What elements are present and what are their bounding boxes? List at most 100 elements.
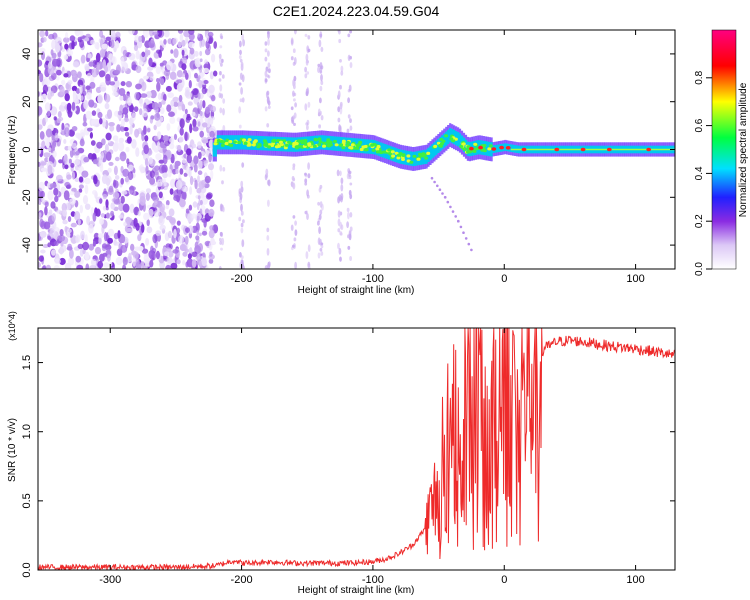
noise-dot	[106, 212, 110, 219]
stripe-dot	[218, 78, 222, 82]
trace-core	[212, 142, 215, 157]
stripe-dot	[290, 56, 294, 61]
trace-core	[332, 136, 336, 151]
trace-speckle	[396, 156, 401, 160]
noise-dot	[155, 66, 161, 75]
stripe-dot	[307, 162, 310, 170]
noise-dot	[119, 95, 124, 101]
trace-speckle	[274, 145, 279, 149]
stripe-dot	[337, 117, 341, 123]
noise-dot	[144, 50, 149, 58]
noise-dot	[183, 172, 188, 177]
tail-dot	[459, 225, 463, 229]
stripe-dot	[320, 46, 324, 53]
trace-speckle	[334, 143, 339, 147]
noise-dot	[210, 105, 217, 113]
noise-dot	[82, 195, 89, 205]
trace-core	[405, 150, 408, 165]
noise-dot	[61, 79, 66, 86]
noise-dot	[167, 168, 172, 178]
stripe-dot	[238, 124, 242, 129]
noise-dot	[170, 99, 175, 107]
noise-dot	[94, 246, 102, 255]
stripe-dot	[306, 194, 310, 199]
noise-dot	[191, 111, 196, 117]
noise-dot	[38, 42, 43, 48]
stripe-dot	[241, 239, 245, 248]
noise-dot	[74, 158, 81, 166]
noise-dot	[99, 218, 104, 225]
stripe-dot	[268, 68, 271, 74]
stripe-dot	[337, 90, 341, 99]
noise-dot	[142, 30, 150, 38]
x-tick-label: -200	[231, 273, 253, 285]
noise-dot	[90, 258, 97, 266]
noise-dot	[104, 144, 109, 153]
stripe-dot	[238, 82, 242, 86]
snr-panel: -300 -200 -100 0 100 0.0 0.5 1.0 1.5 Height of …	[7, 311, 676, 596]
stripe-dot	[320, 74, 323, 82]
noise-dot	[54, 36, 62, 45]
x-tick-label: 100	[626, 273, 644, 285]
trace-core	[283, 137, 286, 152]
noise-dot	[71, 142, 77, 149]
noise-dot	[129, 125, 133, 135]
noise-dot	[133, 44, 139, 52]
noise-dot	[68, 129, 75, 137]
noise-dot	[135, 222, 140, 231]
noise-dot	[114, 76, 118, 82]
stripe-dot	[337, 210, 341, 218]
stripe-dot	[306, 124, 309, 131]
noise-dot	[158, 191, 163, 199]
trace-speckle	[326, 138, 331, 142]
noise-dot	[59, 104, 63, 110]
trace-speckle	[296, 139, 301, 143]
noise-dot	[45, 264, 51, 269]
y-tick-label: 0.0	[21, 562, 33, 577]
stripe-dot	[320, 244, 324, 249]
stripe-dot	[238, 106, 242, 114]
noise-dot	[55, 43, 61, 53]
noise-dot	[53, 187, 59, 196]
noise-dot	[79, 138, 85, 147]
stripe-dot	[338, 124, 341, 133]
noise-dot	[142, 108, 148, 118]
stripe-dot	[339, 170, 342, 177]
noise-dot	[47, 110, 51, 117]
stripe-dot	[307, 101, 311, 108]
noise-dot	[59, 257, 66, 266]
noise-dot	[193, 155, 199, 165]
noise-dot	[66, 232, 71, 238]
noise-dot	[181, 39, 186, 47]
trace-speckle	[328, 143, 333, 147]
noise-dot	[51, 213, 56, 222]
stripe-dot	[319, 65, 323, 74]
trace-speckle	[363, 148, 368, 152]
noise-dot	[204, 175, 211, 184]
stripe-dot	[221, 180, 224, 185]
noise-dot	[194, 72, 198, 79]
colorbar-label: Normalized spectral amplitude	[738, 82, 749, 217]
noise-dot	[141, 131, 145, 142]
noise-dot	[108, 122, 115, 127]
stripe-dot	[267, 38, 270, 46]
stripe-dot	[293, 57, 297, 65]
colorbar-gradient	[711, 29, 737, 270]
stripe-dot	[197, 195, 201, 200]
stripe-dot	[336, 169, 340, 177]
noise-dot	[56, 174, 63, 182]
noise-dot	[189, 175, 194, 186]
noise-dot	[149, 76, 155, 81]
noise-dot	[70, 222, 77, 228]
stripe-dot	[337, 242, 340, 250]
stripe-dot	[340, 193, 344, 201]
noise-dot	[187, 101, 193, 106]
noise-dot	[42, 36, 47, 43]
trace-speckle	[322, 141, 327, 145]
trace-core	[250, 135, 253, 150]
noise-dot	[114, 40, 120, 49]
noise-dot	[60, 242, 64, 247]
tail-dot	[470, 248, 473, 252]
noise-dot	[156, 181, 163, 187]
noise-dot	[183, 30, 190, 38]
